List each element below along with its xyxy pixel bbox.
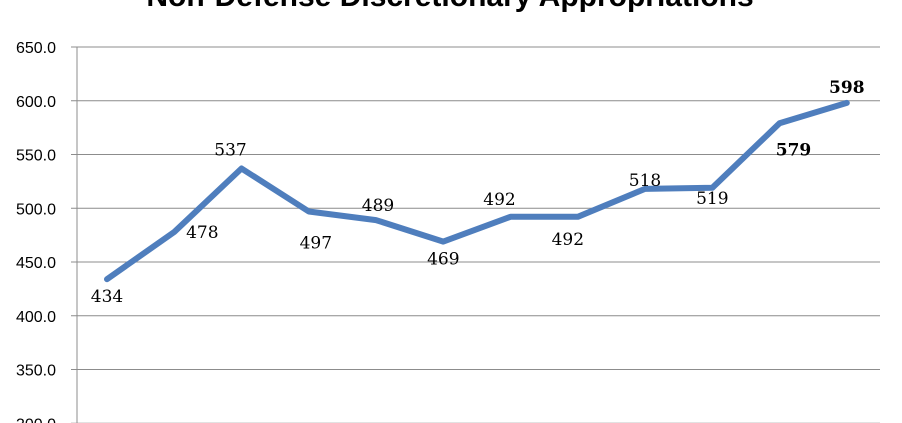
y-tick-label: 450.0: [16, 255, 56, 272]
gridlines: [71, 46, 880, 423]
data-label: 492: [552, 230, 584, 250]
data-label: 518: [629, 171, 661, 191]
series: [104, 99, 850, 283]
data-label: 469: [427, 250, 459, 270]
y-tick-label: 550.0: [16, 148, 56, 165]
data-label: 434: [91, 287, 123, 307]
y-tick-label: 400.0: [16, 309, 56, 326]
data-label: 497: [300, 234, 332, 254]
data-label: 598: [829, 78, 865, 98]
y-tick-label: 500.0: [16, 201, 56, 218]
y-tick-label: 600.0: [16, 94, 56, 111]
data-label: 519: [696, 189, 728, 209]
data-label: 492: [483, 190, 515, 210]
data-label: 489: [362, 196, 394, 216]
data-labels: 434 478 537 497 489 469 492 492 518 519 579 598: [91, 78, 865, 307]
y-tick-label: 350.0: [16, 363, 56, 380]
series-line: [104, 99, 850, 283]
chart-title: Non-Defense Discretionary Appropriations: [146, 0, 753, 13]
data-label: 537: [214, 141, 246, 161]
data-label: 579: [776, 140, 812, 160]
y-tick-label: 650.0: [16, 40, 56, 57]
y-axis-ticks: 650.0 600.0 550.0 500.0 450.0 400.0 350.0 300.0: [16, 40, 56, 423]
data-label: 478: [186, 223, 218, 243]
y-tick-label: 300.0: [16, 416, 56, 423]
